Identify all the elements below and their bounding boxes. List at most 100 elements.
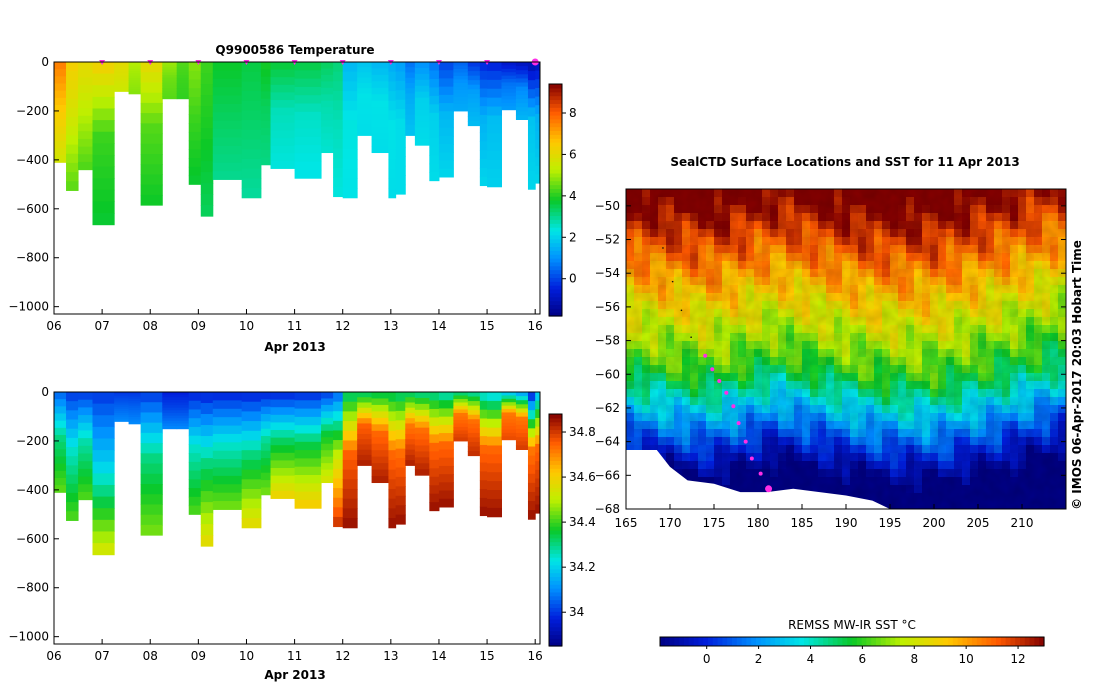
profile-cell xyxy=(342,149,358,160)
profile-cell xyxy=(395,467,406,478)
profile-cell xyxy=(479,114,488,125)
profile-cell xyxy=(188,453,202,463)
profile-cell xyxy=(414,427,430,435)
profile-cell xyxy=(188,444,202,454)
profile-cell xyxy=(212,392,243,401)
profile-cell xyxy=(212,484,243,494)
profile-cell xyxy=(333,392,344,403)
profile-cell xyxy=(212,450,243,460)
colorbar-segment xyxy=(549,180,562,186)
colorbar-segment xyxy=(549,448,562,454)
profile-cell xyxy=(515,66,529,71)
profile-cell xyxy=(515,400,529,405)
profile-cell xyxy=(162,392,178,396)
profile-cell xyxy=(414,127,430,134)
profile-cell xyxy=(535,435,541,445)
profile-cell xyxy=(515,74,529,79)
profile-cell xyxy=(212,425,243,435)
profile-cell xyxy=(200,535,214,547)
profile-cell xyxy=(260,399,272,408)
sst-colorbar-segment xyxy=(684,637,690,646)
temperature-title: Q9900586 Temperature xyxy=(215,43,374,57)
profile-cell xyxy=(527,98,536,108)
profile-cell xyxy=(92,543,115,556)
profile-cell xyxy=(357,460,373,466)
profile-cell xyxy=(342,401,358,412)
sst-colorbar-segment xyxy=(813,637,819,646)
x-tick-label: 14 xyxy=(431,319,446,333)
profile-cell xyxy=(371,62,389,69)
profile-cell xyxy=(487,490,503,500)
profile-cell xyxy=(453,100,469,105)
profile-cell xyxy=(395,137,406,148)
profile-cell xyxy=(92,120,115,133)
profile-cell xyxy=(162,67,178,71)
map-x-tick-label: 205 xyxy=(967,516,990,530)
profile-cell xyxy=(200,403,214,415)
profile-cell xyxy=(333,138,344,150)
profile-cell xyxy=(162,64,178,68)
colorbar-frame xyxy=(548,413,563,647)
profile-cell xyxy=(453,416,469,421)
profile-cell xyxy=(78,123,93,132)
profile-cell xyxy=(114,406,130,410)
surface-location-marker xyxy=(724,390,729,395)
profile-cell xyxy=(54,470,67,479)
profile-cell xyxy=(294,392,322,401)
profile-cell xyxy=(405,392,416,398)
profile-cell xyxy=(535,495,541,505)
sst-colorbar-segment xyxy=(957,637,963,646)
colorbar-segment xyxy=(549,126,562,131)
colorbar-segment xyxy=(549,200,562,205)
profile-cell xyxy=(453,437,469,442)
profile-cell xyxy=(535,478,541,488)
profile-cell xyxy=(200,458,214,470)
profile-cell xyxy=(414,91,430,99)
profile-cell xyxy=(78,453,93,462)
profile-cell xyxy=(66,89,79,100)
profile-cell xyxy=(438,127,454,137)
profile-cell xyxy=(371,450,389,458)
profile-cell xyxy=(92,450,115,463)
profile-cell xyxy=(357,444,373,451)
profile-cell xyxy=(479,409,488,419)
profile-cell xyxy=(188,435,202,445)
profile-cell xyxy=(54,463,67,472)
profile-cell xyxy=(321,404,334,412)
profile-cell xyxy=(438,103,454,112)
profile-cell xyxy=(241,139,262,150)
profile-cell xyxy=(414,109,430,116)
colorbar-segment xyxy=(549,188,562,193)
y-tick-label: −400 xyxy=(16,153,49,167)
profile-cell xyxy=(429,163,440,173)
profile-cell xyxy=(54,140,67,149)
profile-cell xyxy=(54,69,67,77)
colorbar-segment xyxy=(549,288,562,294)
profile-cell xyxy=(438,160,454,170)
profile-cell xyxy=(371,94,389,102)
profile-cell xyxy=(487,507,503,518)
profile-cell xyxy=(212,162,243,172)
profile-cell xyxy=(140,184,163,196)
profile-cell xyxy=(535,96,541,106)
profile-cell xyxy=(438,498,454,508)
profile-cell xyxy=(200,161,214,173)
profile-cell xyxy=(429,476,440,486)
profile-cell xyxy=(429,468,440,478)
profile-cell xyxy=(321,430,334,438)
sst-colorbar-segment xyxy=(818,637,824,646)
profile-cell xyxy=(467,107,481,113)
profile-cell xyxy=(453,68,469,73)
profile-cell xyxy=(241,81,262,92)
profile-cell xyxy=(414,397,430,405)
profile-cell xyxy=(162,399,178,403)
profile-cell xyxy=(487,133,503,143)
profile-cell xyxy=(479,141,488,151)
profile-cell xyxy=(333,488,344,499)
profile-cell xyxy=(395,476,406,487)
profile-cell xyxy=(270,153,296,162)
surface-location-marker xyxy=(765,485,773,493)
profile-cell xyxy=(515,98,529,104)
profile-cell xyxy=(162,412,178,417)
